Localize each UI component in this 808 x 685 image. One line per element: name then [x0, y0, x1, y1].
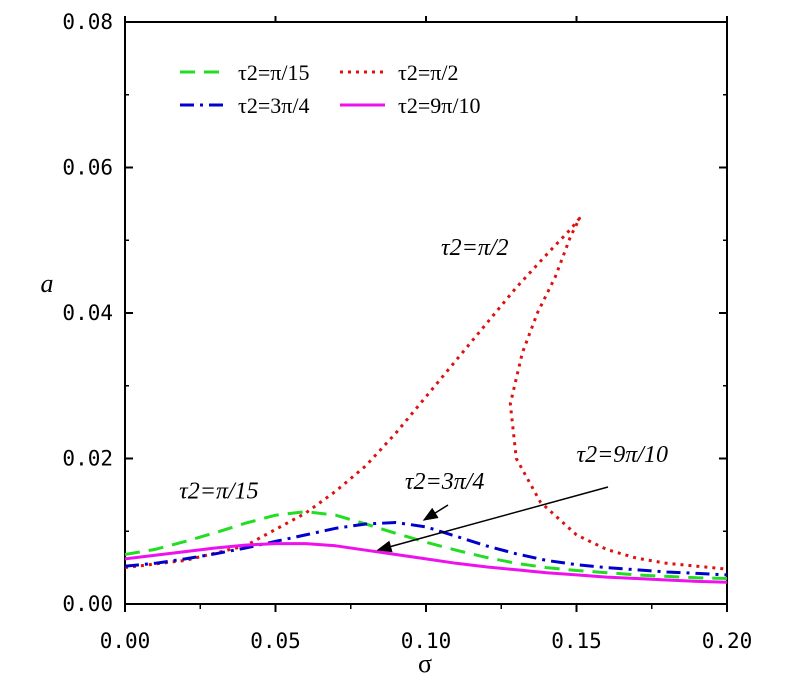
x-tick-label: 0.15: [551, 629, 602, 653]
annotation-label: τ2=π/15: [179, 479, 258, 505]
series-line-2: [124, 216, 728, 571]
y-tick-label: 0.04: [62, 301, 113, 325]
x-tick-label: 0.10: [401, 629, 452, 653]
x-tick-label: 0.00: [100, 629, 151, 653]
x-axis-ticks: 0.00 0.05 0.10 0.15 0.20: [100, 16, 753, 653]
y-axis-label: a: [41, 269, 54, 298]
y-tick-label: 0.02: [62, 447, 113, 471]
series-layer: [124, 216, 728, 584]
y-tick-label: 0.06: [62, 156, 113, 180]
legend-label: τ2=9π/10: [398, 93, 480, 118]
legend: τ2=π/15 τ2=π/2 τ2=3π/4 τ2=9π/10: [180, 60, 480, 118]
annotation-label: τ2=π/2: [441, 235, 508, 261]
x-tick-label: 0.05: [250, 629, 301, 653]
legend-label: τ2=π/2: [398, 60, 458, 85]
y-axis-ticks: 0.00 0.02 0.04 0.06 0.08: [62, 10, 727, 616]
y-tick-label: 0.00: [62, 592, 113, 616]
y-tick-label: 0.08: [62, 10, 113, 34]
x-axis-label: σ: [418, 649, 432, 678]
series-line-4: [124, 542, 728, 584]
annotations: τ2=π/2 τ2=π/15 τ2=3π/4 τ2=9π/10: [179, 235, 668, 553]
legend-label: τ2=π/15: [238, 60, 309, 85]
annotation-label: τ2=3π/4: [405, 469, 484, 495]
x-tick-label: 0.20: [702, 629, 753, 653]
series-line-1: [124, 510, 728, 580]
annotation-label: τ2=9π/10: [577, 442, 668, 468]
legend-label: τ2=3π/4: [238, 93, 309, 118]
annotation-arrow-9pi10: [376, 486, 609, 553]
annotation-arrow-3pi4: [422, 504, 449, 521]
